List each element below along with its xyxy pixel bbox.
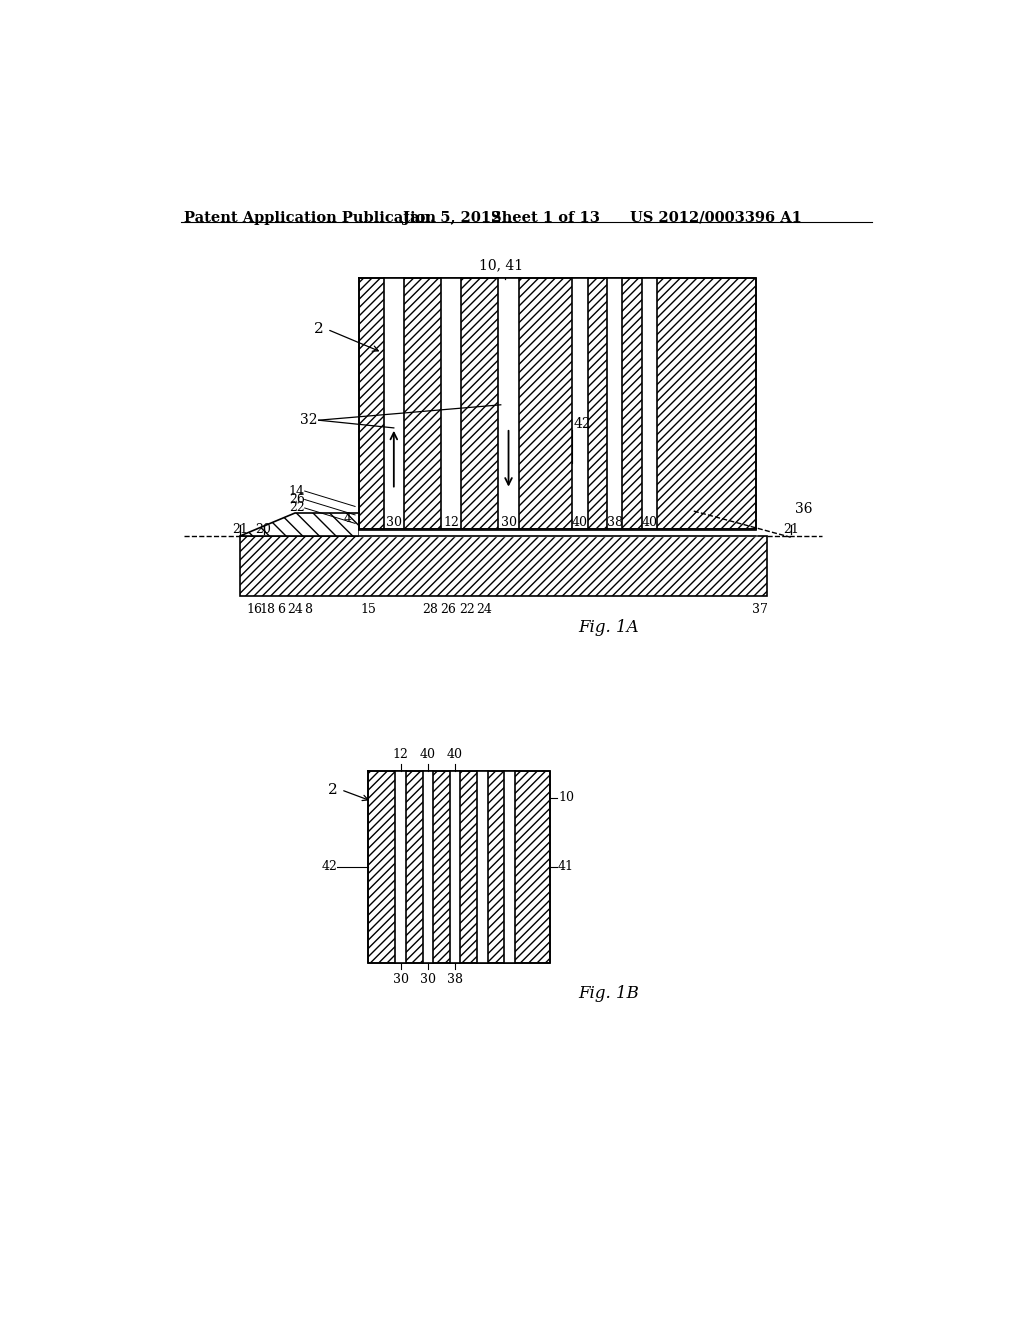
Text: 2: 2 <box>313 322 324 337</box>
Text: 28: 28 <box>422 603 438 616</box>
Text: 14: 14 <box>289 484 305 498</box>
Text: 4: 4 <box>343 512 351 525</box>
Text: 10: 10 <box>558 791 574 804</box>
Text: 22: 22 <box>289 502 305 515</box>
Text: 10, 41: 10, 41 <box>478 259 523 272</box>
Text: 38: 38 <box>447 973 463 986</box>
Text: 42: 42 <box>322 861 337 874</box>
Text: 40: 40 <box>571 516 588 529</box>
Text: 8: 8 <box>304 603 311 616</box>
Text: 38: 38 <box>606 516 623 529</box>
Polygon shape <box>384 277 403 529</box>
Text: Fig. 1B: Fig. 1B <box>579 985 639 1002</box>
Text: 18: 18 <box>259 603 275 616</box>
Polygon shape <box>499 277 518 529</box>
Polygon shape <box>441 277 461 529</box>
Polygon shape <box>241 536 767 595</box>
Text: 22: 22 <box>459 603 474 616</box>
Text: 16: 16 <box>247 603 262 616</box>
Text: US 2012/0003396 A1: US 2012/0003396 A1 <box>630 211 802 224</box>
Polygon shape <box>504 771 515 964</box>
Text: 12: 12 <box>393 747 409 760</box>
Text: 30: 30 <box>420 973 436 986</box>
Text: 24: 24 <box>476 603 493 616</box>
Text: 21: 21 <box>782 523 799 536</box>
Polygon shape <box>642 277 657 529</box>
Polygon shape <box>477 771 487 964</box>
Polygon shape <box>450 771 461 964</box>
Text: 6: 6 <box>276 603 285 616</box>
Text: 36: 36 <box>795 502 812 516</box>
Text: 26: 26 <box>289 492 305 506</box>
Text: 24: 24 <box>287 603 302 616</box>
Text: 40: 40 <box>642 516 657 529</box>
Text: 20: 20 <box>256 523 271 536</box>
Text: 2: 2 <box>328 783 337 797</box>
Polygon shape <box>241 512 359 536</box>
Text: Sheet 1 of 13: Sheet 1 of 13 <box>490 211 600 224</box>
Text: 15: 15 <box>360 603 376 616</box>
Text: 37: 37 <box>752 603 768 616</box>
Text: 12: 12 <box>443 516 459 529</box>
Text: 30: 30 <box>501 516 516 529</box>
Polygon shape <box>359 277 756 529</box>
Polygon shape <box>369 771 550 964</box>
Text: 40: 40 <box>447 747 463 760</box>
Text: 42: 42 <box>573 417 591 432</box>
Polygon shape <box>572 277 588 529</box>
Text: 26: 26 <box>440 603 456 616</box>
Text: 32: 32 <box>300 413 317 428</box>
Text: 40: 40 <box>420 747 436 760</box>
Text: Patent Application Publication: Patent Application Publication <box>183 211 436 224</box>
Text: 30: 30 <box>393 973 409 986</box>
Text: 41: 41 <box>558 861 574 874</box>
Polygon shape <box>395 771 407 964</box>
Text: Fig. 1A: Fig. 1A <box>579 619 639 636</box>
Text: 21: 21 <box>232 523 248 536</box>
Text: Jan. 5, 2012: Jan. 5, 2012 <box>403 211 502 224</box>
Text: 30: 30 <box>386 516 401 529</box>
Polygon shape <box>423 771 433 964</box>
Polygon shape <box>607 277 623 529</box>
